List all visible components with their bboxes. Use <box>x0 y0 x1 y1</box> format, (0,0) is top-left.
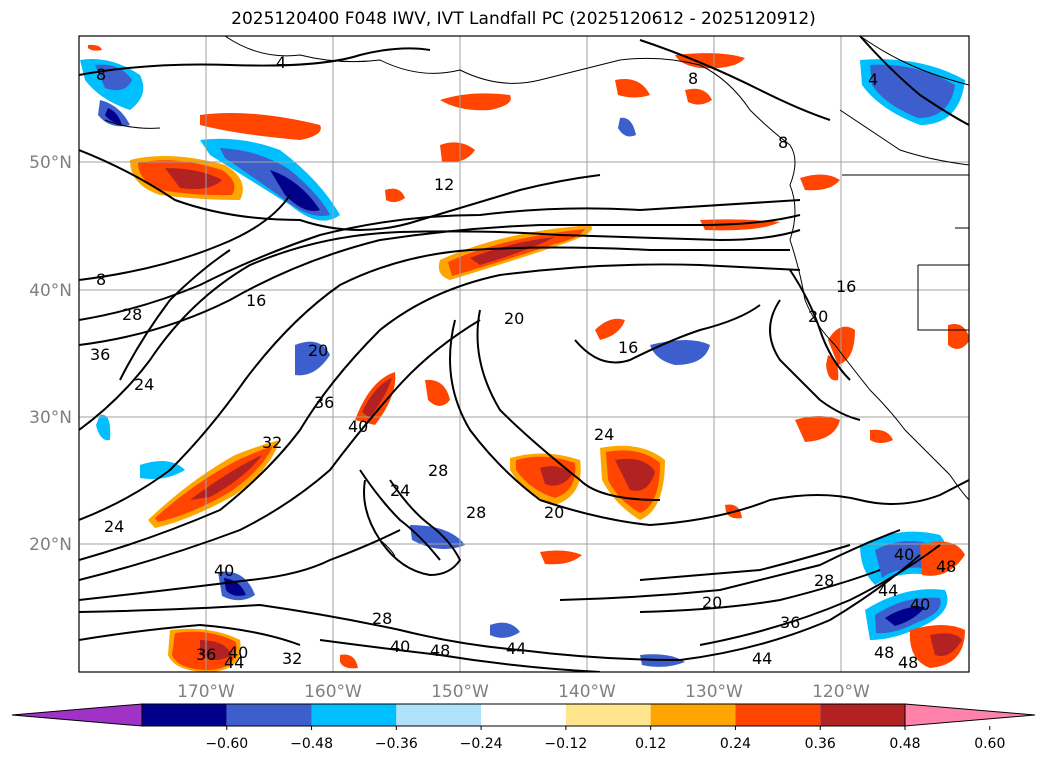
contour-labels: 4 8 8 4 8 12 8 16 28 36 24 20 36 40 32 2… <box>90 53 956 672</box>
contour-label: 28 <box>466 503 486 522</box>
contour-label: 4 <box>276 53 286 72</box>
contour-label: 8 <box>688 69 698 88</box>
colorbar-segment <box>226 704 312 726</box>
positive-anomaly-patches <box>88 44 969 672</box>
colorbar-tick-label: −0.24 <box>460 736 503 752</box>
map-frame <box>78 35 970 673</box>
contour-label: 36 <box>314 393 334 412</box>
contour-label: 24 <box>390 481 410 500</box>
contour-label: 20 <box>808 307 828 326</box>
contour-label: 28 <box>372 609 392 628</box>
lon-label: 160°W <box>304 682 362 702</box>
iwv-contours <box>79 36 969 672</box>
colorbar-segment <box>142 704 227 726</box>
colorbar-segment <box>820 704 905 726</box>
coastlines <box>104 36 969 557</box>
latitude-labels: 50°N 40°N 30°N 20°N <box>29 153 72 555</box>
contour-label: 16 <box>246 291 266 310</box>
contour-label: 36 <box>90 345 110 364</box>
contour-label: 44 <box>752 649 772 668</box>
contour-label: 20 <box>504 309 524 328</box>
contour-label: 28 <box>428 461 448 480</box>
contour-label: 4 <box>868 70 878 89</box>
colorbar-tick-label: −0.36 <box>375 736 418 752</box>
contour-label: 32 <box>282 649 302 668</box>
longitude-labels: 170°W 160°W 150°W 140°W 130°W 120°W <box>177 682 870 702</box>
lon-label: 140°W <box>558 682 616 702</box>
lat-label: 30°N <box>29 408 72 428</box>
lon-label: 130°W <box>685 682 743 702</box>
contour-label: 40 <box>348 417 368 436</box>
contour-label: 32 <box>262 433 282 452</box>
lat-label: 40°N <box>29 281 72 301</box>
colorbar-tick-label: 0.60 <box>974 736 1005 752</box>
contour-label: 40 <box>894 545 914 564</box>
colorbar-tick-label: 0.12 <box>635 736 666 752</box>
contour-label: 48 <box>874 643 894 662</box>
contour-label: 40 <box>228 643 248 662</box>
contour-label: 44 <box>506 639 526 658</box>
colorbar: −0.60 −0.48 −0.36 −0.24 −0.12 0.12 0.24 0.36 0.4… <box>11 703 1036 752</box>
contour-label: 24 <box>134 375 154 394</box>
contour-label: 12 <box>434 175 454 194</box>
contour-label: 44 <box>878 581 898 600</box>
contour-label: 16 <box>618 338 638 357</box>
contour-label: 16 <box>836 277 856 296</box>
lon-label: 170°W <box>177 682 235 702</box>
colorbar-segment <box>735 704 821 726</box>
contour-label: 40 <box>910 595 930 614</box>
colorbar-tick-label: −0.12 <box>544 736 587 752</box>
contour-label: 40 <box>390 637 410 656</box>
contour-label: 20 <box>544 503 564 522</box>
graticule <box>79 36 969 672</box>
contour-label: 28 <box>814 571 834 590</box>
colorbar-segment <box>481 704 566 726</box>
colorbar-tick-label: 0.24 <box>720 736 751 752</box>
contour-label: 44 <box>224 653 244 672</box>
contour-label: 24 <box>104 517 124 536</box>
contour-label: 8 <box>96 65 106 84</box>
colorbar-frame <box>141 703 906 727</box>
contour-label: 28 <box>122 305 142 324</box>
lat-label: 50°N <box>29 153 72 173</box>
lat-label: 20°N <box>29 535 72 555</box>
colorbar-segment <box>396 704 482 726</box>
lon-label: 120°W <box>812 682 870 702</box>
contour-label: 8 <box>96 270 106 289</box>
contour-label: 24 <box>594 425 614 444</box>
contour-label: 36 <box>196 645 216 664</box>
contour-label: 48 <box>898 653 918 672</box>
colorbar-segment <box>565 704 651 726</box>
colorbar-tick-label: −0.48 <box>290 736 333 752</box>
contour-label: 48 <box>936 557 956 576</box>
colorbar-segment <box>311 704 397 726</box>
lon-label: 150°W <box>431 682 489 702</box>
colorbar-segment <box>650 704 736 726</box>
contour-label: 20 <box>308 341 328 360</box>
colorbar-under-arrow <box>11 703 143 727</box>
contour-label: 48 <box>430 641 450 660</box>
contour-label: 40 <box>214 561 234 580</box>
colorbar-tick-label: 0.48 <box>889 736 920 752</box>
colorbar-over-arrow <box>904 703 1036 727</box>
map-title: 2025120400 F048 IWV, IVT Landfall PC (20… <box>231 9 816 29</box>
contour-label: 20 <box>702 593 722 612</box>
contour-label: 8 <box>778 133 788 152</box>
contour-label: 36 <box>780 613 800 632</box>
colorbar-tick-label: −0.60 <box>205 736 248 752</box>
colorbar-tick-label: 0.36 <box>805 736 836 752</box>
